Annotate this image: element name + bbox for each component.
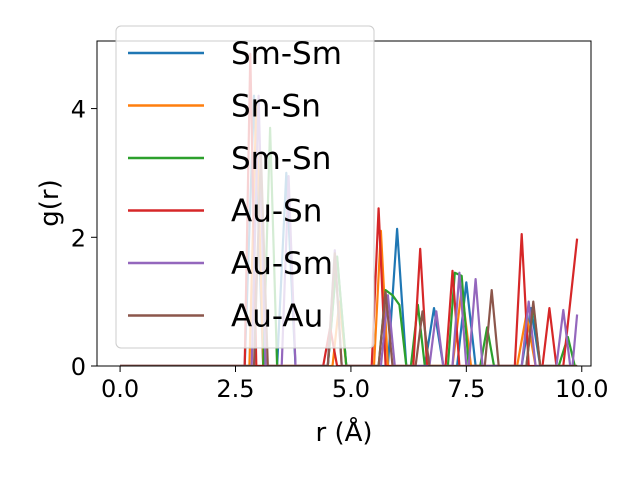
legend-label: Sm-Sm xyxy=(231,36,342,72)
x-axis-label: r (Å) xyxy=(315,416,372,448)
x-axis-ticks: 0.0 2.5 5.0 7.5 10.0 xyxy=(101,366,608,403)
series-line-sm-sm xyxy=(120,94,578,366)
y-tick-label: 2 xyxy=(71,224,86,252)
x-tick-label: 7.5 xyxy=(447,375,485,403)
y-tick-label: 4 xyxy=(71,96,86,124)
y-tick-label: 0 xyxy=(71,353,86,381)
legend-label: Sn-Sn xyxy=(231,89,321,125)
y-axis-ticks: 0 2 4 xyxy=(71,96,97,381)
series-line-au-sn xyxy=(120,52,579,366)
legend-label: Au-Sn xyxy=(231,194,322,230)
legend-label: Sm-Sn xyxy=(231,141,331,177)
x-tick-label: 2.5 xyxy=(216,375,254,403)
x-tick-label: 10.0 xyxy=(555,375,608,403)
y-axis-label: g(r) xyxy=(35,179,65,226)
legend-label: Au-Au xyxy=(231,299,323,335)
x-tick-label: 0.0 xyxy=(101,375,139,403)
legend: Sm-Sm Sn-Sn Sm-Sn Au-Sn Au-Sm Au-Au xyxy=(115,25,375,349)
x-tick-label: 5.0 xyxy=(332,375,370,403)
legend-label: Au-Sm xyxy=(231,246,333,282)
